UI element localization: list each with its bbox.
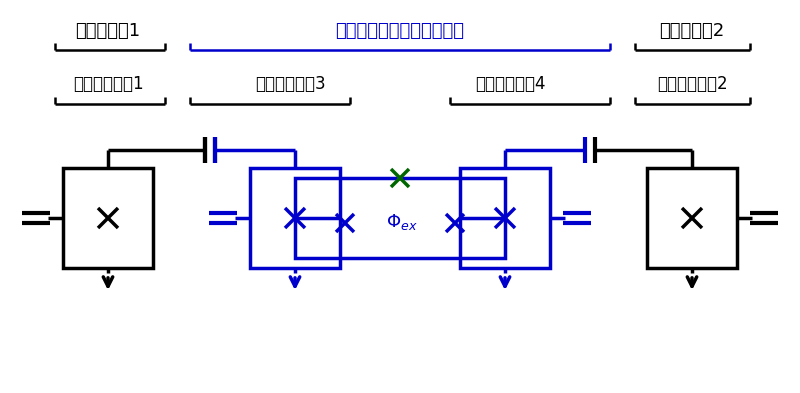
Text: トランズモン2: トランズモン2 — [657, 75, 727, 93]
Text: ダブルトランズモンカプラ: ダブルトランズモンカプラ — [335, 22, 465, 40]
Bar — [63, 168, 153, 268]
Text: トランズモン3: トランズモン3 — [254, 75, 326, 93]
Bar — [460, 168, 550, 268]
Bar — [250, 168, 340, 268]
Bar — [647, 168, 737, 268]
Text: トランズモン4: トランズモン4 — [474, 75, 546, 93]
Bar — [295, 178, 505, 258]
Text: 量子ビット2: 量子ビット2 — [659, 22, 725, 40]
Text: $\Phi_{ex}$: $\Phi_{ex}$ — [386, 212, 418, 232]
Text: 量子ビット1: 量子ビット1 — [75, 22, 141, 40]
Text: トランズモン1: トランズモン1 — [73, 75, 143, 93]
